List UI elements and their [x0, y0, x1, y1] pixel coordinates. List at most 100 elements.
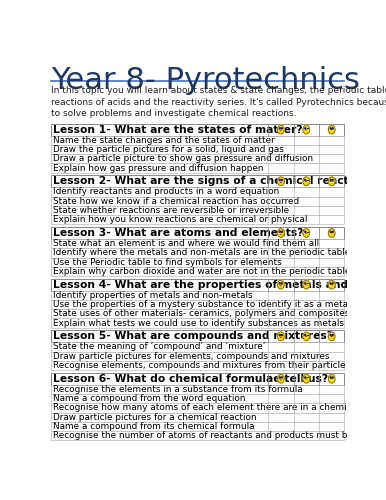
FancyBboxPatch shape	[51, 145, 344, 154]
FancyBboxPatch shape	[51, 215, 344, 224]
FancyBboxPatch shape	[51, 124, 344, 136]
Circle shape	[330, 128, 331, 129]
Circle shape	[328, 177, 335, 186]
Text: Lesson 1- What are the states of matter?: Lesson 1- What are the states of matter?	[53, 124, 302, 134]
Text: Draw particle pictures for a chemical reaction: Draw particle pictures for a chemical re…	[53, 412, 256, 422]
Circle shape	[328, 125, 335, 134]
Text: In this topic you will learn about states & state changes, the periodic table, e: In this topic you will learn about state…	[51, 86, 386, 118]
Circle shape	[281, 283, 282, 284]
FancyBboxPatch shape	[51, 175, 344, 188]
FancyBboxPatch shape	[51, 385, 344, 394]
Circle shape	[330, 334, 331, 336]
Circle shape	[305, 283, 306, 284]
Circle shape	[279, 231, 280, 232]
FancyBboxPatch shape	[51, 330, 344, 342]
FancyBboxPatch shape	[51, 290, 344, 300]
Circle shape	[303, 374, 310, 383]
FancyBboxPatch shape	[51, 361, 344, 370]
Circle shape	[332, 128, 333, 129]
Circle shape	[305, 334, 306, 336]
FancyBboxPatch shape	[51, 300, 344, 309]
Text: Explain what tests we could use to identify substances as metals or non-metals: Explain what tests we could use to ident…	[53, 318, 386, 328]
Text: Year 8- Pyrotechnics: Year 8- Pyrotechnics	[51, 66, 360, 95]
Circle shape	[281, 377, 282, 378]
Circle shape	[278, 280, 284, 289]
Circle shape	[328, 332, 335, 340]
Text: State the meaning of ‘compound’ and ‘mixture’: State the meaning of ‘compound’ and ‘mix…	[53, 342, 265, 351]
Circle shape	[281, 334, 282, 336]
Circle shape	[278, 125, 284, 134]
Text: Use the Periodic table to find symbols for elements: Use the Periodic table to find symbols f…	[53, 258, 281, 266]
Text: Recognise the number of atoms of reactants and products must be the same: Recognise the number of atoms of reactan…	[53, 431, 386, 440]
Text: Lesson 6- What do chemical formulae tell us?: Lesson 6- What do chemical formulae tell…	[53, 374, 328, 384]
Circle shape	[281, 231, 282, 232]
Circle shape	[305, 377, 306, 378]
FancyBboxPatch shape	[51, 404, 344, 412]
FancyBboxPatch shape	[51, 258, 344, 267]
Text: State what an element is and where we would find them all: State what an element is and where we wo…	[53, 239, 319, 248]
Text: Draw the particle pictures for a solid, liquid and gas: Draw the particle pictures for a solid, …	[53, 145, 284, 154]
Text: Draw particle pictures for elements, compounds and mixtures: Draw particle pictures for elements, com…	[53, 352, 329, 361]
Circle shape	[279, 128, 280, 129]
FancyBboxPatch shape	[51, 248, 344, 258]
FancyBboxPatch shape	[51, 342, 344, 351]
FancyBboxPatch shape	[51, 431, 344, 440]
Circle shape	[303, 280, 310, 289]
Circle shape	[332, 231, 333, 232]
Text: Draw a particle picture to show gas pressure and diffusion: Draw a particle picture to show gas pres…	[53, 154, 313, 164]
FancyBboxPatch shape	[51, 206, 344, 215]
Text: Lesson 3- What are atoms and elements?: Lesson 3- What are atoms and elements?	[53, 228, 303, 238]
Circle shape	[330, 231, 331, 232]
Text: Explain how you know reactions are chemical or physical: Explain how you know reactions are chemi…	[53, 216, 307, 224]
Text: Recognise elements, compounds and mixtures from their particle pictures: Recognise elements, compounds and mixtur…	[53, 361, 384, 370]
Circle shape	[279, 283, 280, 284]
FancyBboxPatch shape	[51, 227, 344, 239]
Text: Lesson 2- What are the signs of a chemical reaction?: Lesson 2- What are the signs of a chemic…	[53, 176, 373, 186]
Circle shape	[279, 377, 280, 378]
Circle shape	[278, 177, 284, 186]
Text: Explain why carbon dioxide and water are not in the periodic table: Explain why carbon dioxide and water are…	[53, 267, 350, 276]
FancyBboxPatch shape	[51, 318, 344, 328]
Circle shape	[330, 283, 331, 284]
Circle shape	[305, 128, 306, 129]
Circle shape	[303, 332, 310, 340]
Text: Recognise how many atoms of each element there are in a chemical formula: Recognise how many atoms of each element…	[53, 404, 386, 412]
Circle shape	[305, 231, 306, 232]
Text: Lesson 4- What are the properties of metals and non-metals?: Lesson 4- What are the properties of met…	[53, 280, 386, 289]
Circle shape	[330, 377, 331, 378]
FancyBboxPatch shape	[51, 164, 344, 172]
FancyBboxPatch shape	[51, 196, 344, 206]
Circle shape	[278, 332, 284, 340]
FancyBboxPatch shape	[51, 412, 344, 422]
Text: Use the properties of a mystery substance to identify it as a metal or non-metal: Use the properties of a mystery substanc…	[53, 300, 386, 309]
Text: State whether reactions are reversible or irreversible: State whether reactions are reversible o…	[53, 206, 289, 215]
Text: Name a compound from the word equation: Name a compound from the word equation	[53, 394, 245, 403]
FancyBboxPatch shape	[51, 267, 344, 276]
Circle shape	[328, 374, 335, 383]
FancyBboxPatch shape	[51, 239, 344, 248]
FancyBboxPatch shape	[51, 352, 344, 361]
FancyBboxPatch shape	[51, 136, 344, 145]
FancyBboxPatch shape	[51, 372, 344, 385]
Text: State uses of other materials- ceramics, polymers and composites: State uses of other materials- ceramics,…	[53, 310, 349, 318]
FancyBboxPatch shape	[51, 394, 344, 404]
Circle shape	[278, 374, 284, 383]
Circle shape	[279, 334, 280, 336]
Text: Identify properties of metals and non-metals: Identify properties of metals and non-me…	[53, 291, 252, 300]
Text: Recognise the elements in a substance from its formula: Recognise the elements in a substance fr…	[53, 385, 302, 394]
Circle shape	[303, 125, 310, 134]
Circle shape	[332, 377, 333, 378]
FancyBboxPatch shape	[51, 422, 344, 431]
Text: Identify reactants and products in a word equation: Identify reactants and products in a wor…	[53, 188, 279, 196]
FancyBboxPatch shape	[51, 278, 344, 290]
Circle shape	[332, 283, 333, 284]
Circle shape	[281, 128, 282, 129]
Circle shape	[328, 228, 335, 237]
Circle shape	[328, 280, 335, 289]
Text: Explain how gas pressure and diffusion happen: Explain how gas pressure and diffusion h…	[53, 164, 263, 172]
Text: Name a compound from its chemical formula: Name a compound from its chemical formul…	[53, 422, 254, 431]
Circle shape	[303, 228, 310, 237]
Text: Lesson 5- What are compounds and mixtures?: Lesson 5- What are compounds and mixture…	[53, 332, 333, 342]
Circle shape	[332, 334, 333, 336]
Text: Identify where the metals and non-metals are in the periodic table: Identify where the metals and non-metals…	[53, 248, 350, 258]
